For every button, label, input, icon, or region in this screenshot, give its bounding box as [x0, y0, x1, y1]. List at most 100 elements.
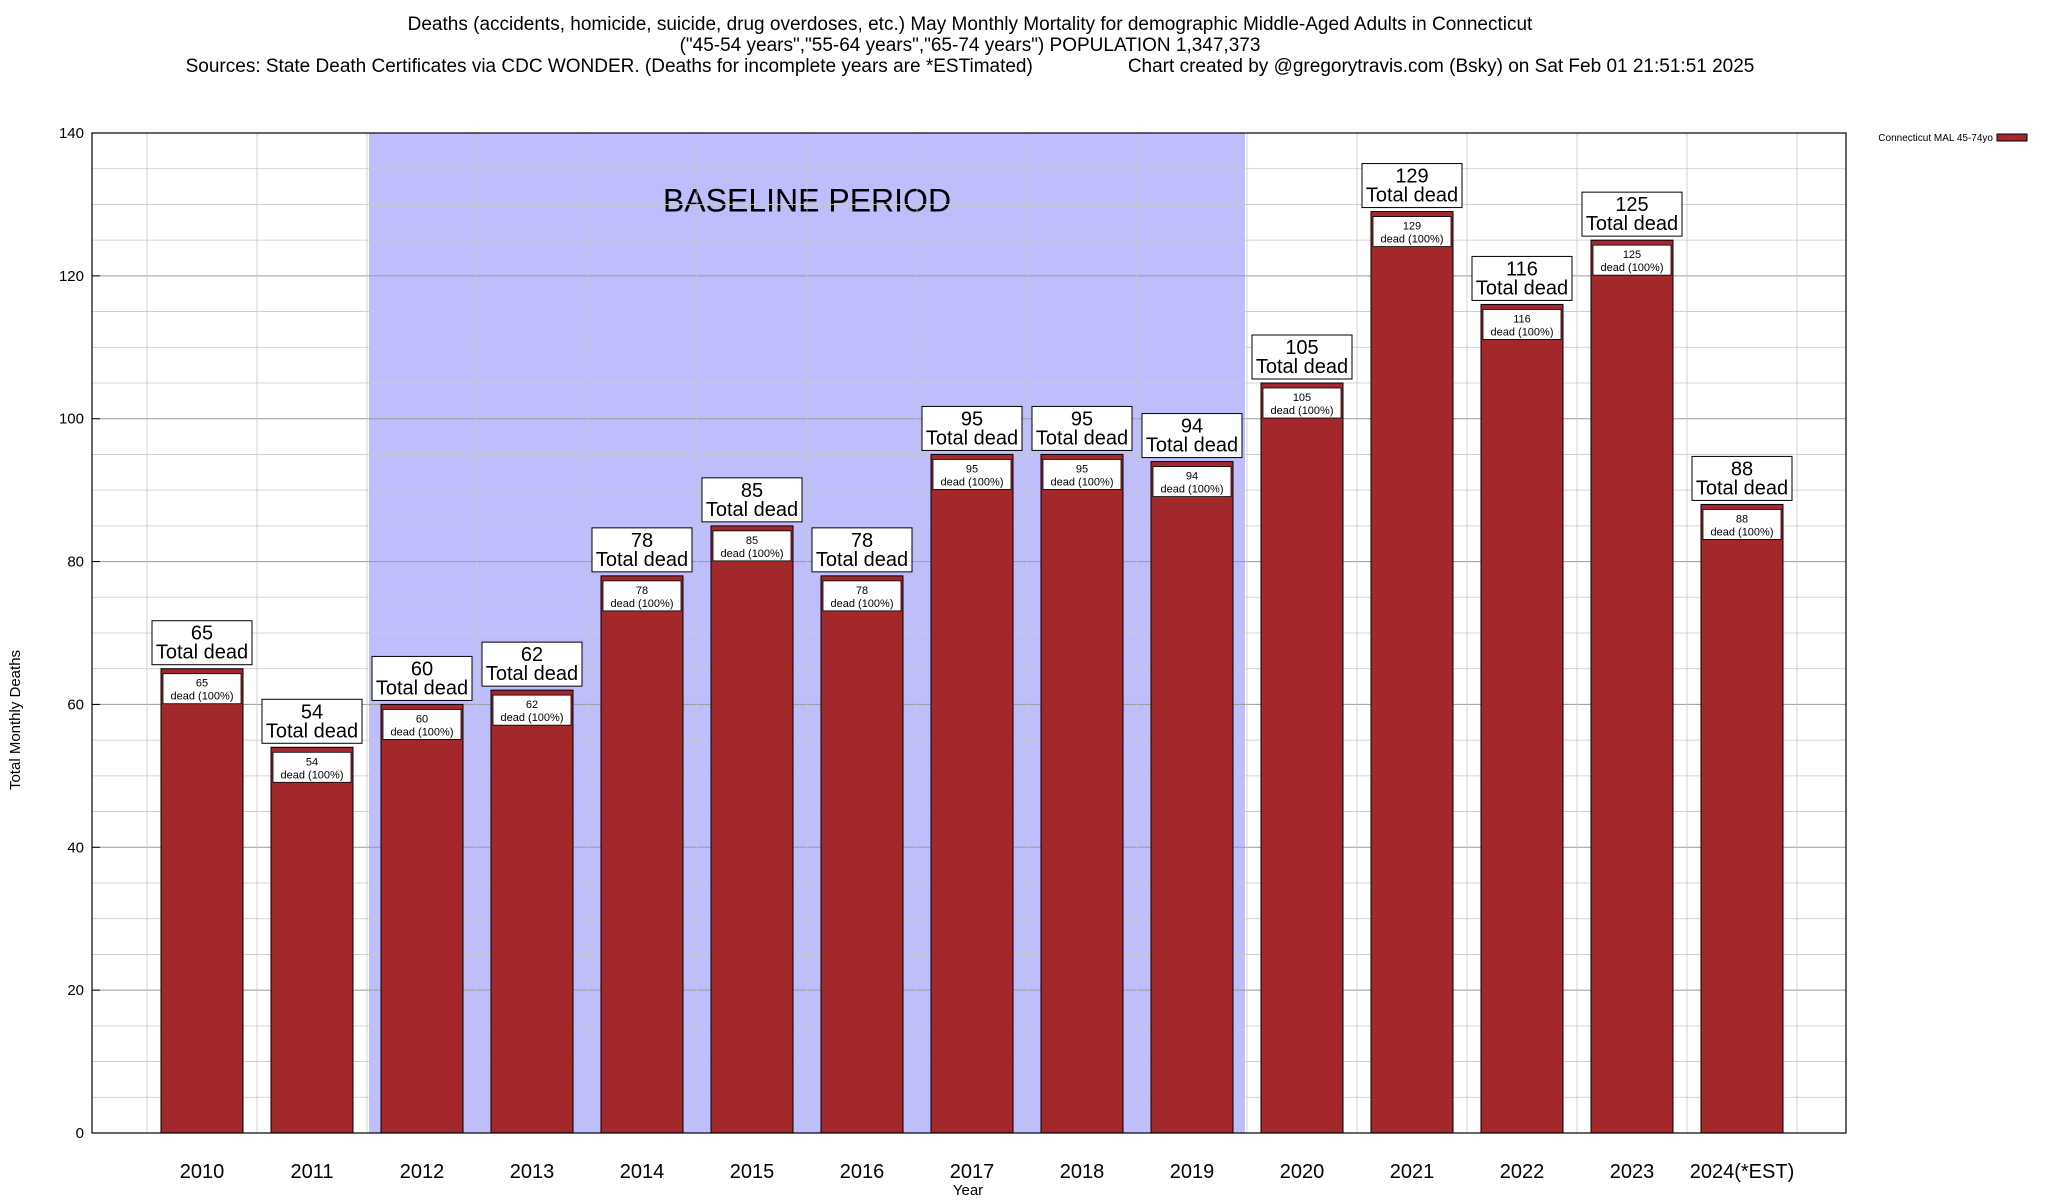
bar-total-text-label: Total dead — [266, 720, 358, 742]
bar-total-label-box — [1691, 455, 1793, 501]
bar-inner-value-label: 60 — [416, 713, 428, 725]
bar — [1700, 503, 1784, 1134]
bar-inner-pct-label: dead (100%) — [1051, 476, 1114, 488]
bar-inner-pct-label: dead (100%) — [501, 712, 564, 724]
bar-total-label-box — [591, 527, 693, 573]
bar-inner-pct-label: dead (100%) — [1161, 484, 1224, 496]
bar-inner-label-box — [1042, 459, 1122, 490]
bar-total-value-label: 94 — [1181, 416, 1203, 438]
bar-total-label-box — [1141, 413, 1243, 459]
bar-total-value-label: 116 — [1506, 258, 1538, 280]
bar-total-label-box — [481, 641, 583, 687]
plot-frame — [91, 132, 1847, 1134]
bar-inner-pct-label: dead (100%) — [281, 769, 344, 781]
bar — [820, 575, 904, 1134]
bar-total-label-box — [921, 405, 1023, 451]
bar-inner-value-label: 54 — [306, 756, 318, 768]
bar-inner-value-label: 95 — [966, 463, 978, 475]
bar — [160, 668, 244, 1134]
bar-inner-label-box — [1702, 509, 1782, 540]
y-tick-label: 140 — [59, 125, 84, 142]
legend-series-name: Connecticut MAL 45-74yo — [1878, 133, 1993, 144]
bar-total-label-box — [371, 655, 473, 701]
x-tick-label: 2011 — [290, 1161, 333, 1183]
bar-inner-value-label: 95 — [1076, 463, 1088, 475]
y-tick-label: 80 — [67, 554, 84, 571]
bar-inner-value-label: 85 — [746, 535, 758, 547]
bar — [1260, 382, 1344, 1134]
x-tick-label: 2023 — [1610, 1161, 1655, 1183]
x-tick-label: 2017 — [950, 1161, 995, 1183]
bar-total-label-box — [701, 477, 803, 523]
bars-layer — [160, 211, 1784, 1134]
sources-text: Sources: State Death Certificates via CD… — [185, 56, 1033, 77]
bar — [1150, 461, 1234, 1134]
bar — [380, 703, 464, 1134]
bar-inner-pct-label: dead (100%) — [171, 691, 234, 703]
bar-total-text-label: Total dead — [1256, 356, 1348, 378]
bar-total-value-label: 85 — [741, 480, 763, 502]
bar-total-label-box — [1581, 191, 1683, 237]
bar-inner-value-label: 116 — [1513, 313, 1531, 325]
bar-inner-pct-label: dead (100%) — [611, 598, 674, 610]
x-tick-label: 2020 — [1280, 1161, 1325, 1183]
bar-total-text-label: Total dead — [596, 549, 688, 571]
bar — [710, 525, 794, 1134]
x-tick-label: 2022 — [1500, 1161, 1545, 1183]
bar-total-text-label: Total dead — [1476, 277, 1568, 299]
bar-total-text-label: Total dead — [156, 642, 248, 664]
bar-total-text-label: Total dead — [376, 677, 468, 699]
x-tick-label: 2019 — [1170, 1161, 1215, 1183]
bar-inner-label-box — [272, 751, 352, 783]
bar — [270, 746, 354, 1134]
bar-inner-value-label: 62 — [526, 699, 538, 711]
bar-total-value-label: 78 — [631, 530, 653, 552]
bar-total-text-label: Total dead — [1146, 435, 1238, 457]
bar-inner-label-box — [1592, 244, 1672, 276]
bar-inner-label-box — [382, 709, 462, 740]
x-tick-label: 2013 — [510, 1161, 555, 1183]
bar-inner-pct-label: dead (100%) — [391, 726, 454, 738]
bar-inner-pct-label: dead (100%) — [1491, 326, 1554, 338]
bar-inner-pct-label: dead (100%) — [721, 548, 784, 560]
bar-total-value-label: 125 — [1615, 194, 1648, 216]
bar-inner-label-box — [932, 459, 1012, 490]
bar-total-value-label: 65 — [191, 623, 213, 645]
y-tick-label: 40 — [67, 839, 84, 856]
bar-inner-label-box — [822, 580, 902, 612]
bar-total-value-label: 60 — [411, 658, 433, 680]
bar-inner-pct-label: dead (100%) — [831, 598, 894, 610]
chart-title-line1: Deaths (accidents, homicide, suicide, dr… — [407, 14, 1533, 35]
bar-total-text-label: Total dead — [1366, 185, 1458, 207]
x-tick-label: 2014 — [620, 1161, 665, 1183]
bar-total-value-label: 54 — [301, 701, 323, 723]
bar-inner-pct-label: dead (100%) — [1381, 234, 1444, 246]
bar-total-label-box — [811, 527, 913, 573]
bar-inner-value-label: 105 — [1293, 392, 1311, 404]
x-tick-label: 2012 — [400, 1161, 445, 1183]
bar-inner-label-box — [1262, 387, 1342, 419]
bar-inner-value-label: 88 — [1736, 513, 1748, 525]
bar — [600, 575, 684, 1134]
x-tick-label: 2018 — [1060, 1161, 1105, 1183]
bar-inner-pct-label: dead (100%) — [1711, 526, 1774, 538]
legend-swatch — [1996, 133, 2028, 142]
bar-inner-value-label: 129 — [1403, 221, 1421, 233]
bar-inner-label-box — [602, 580, 682, 612]
bar-total-text-label: Total dead — [1036, 427, 1128, 449]
bar — [930, 453, 1014, 1134]
chart-title-line2: ("45-54 years","55-64 years","65-74 year… — [679, 35, 1261, 56]
bar-total-text-label: Total dead — [926, 427, 1018, 449]
bar-total-text-label: Total dead — [486, 663, 578, 685]
bar-inner-label-box — [162, 673, 242, 705]
bar-inner-value-label: 78 — [636, 585, 648, 597]
y-tick-label: 100 — [59, 411, 84, 428]
y-tick-label: 0 — [76, 1125, 84, 1142]
y-tick-label: 60 — [67, 696, 84, 713]
bar-total-label-box — [1251, 334, 1353, 380]
chart-header: Deaths (accidents, homicide, suicide, dr… — [0, 14, 1940, 77]
bar-total-value-label: 88 — [1731, 458, 1753, 480]
bar-inner-label-box — [492, 694, 572, 726]
x-tick-label: 2010 — [180, 1161, 225, 1183]
